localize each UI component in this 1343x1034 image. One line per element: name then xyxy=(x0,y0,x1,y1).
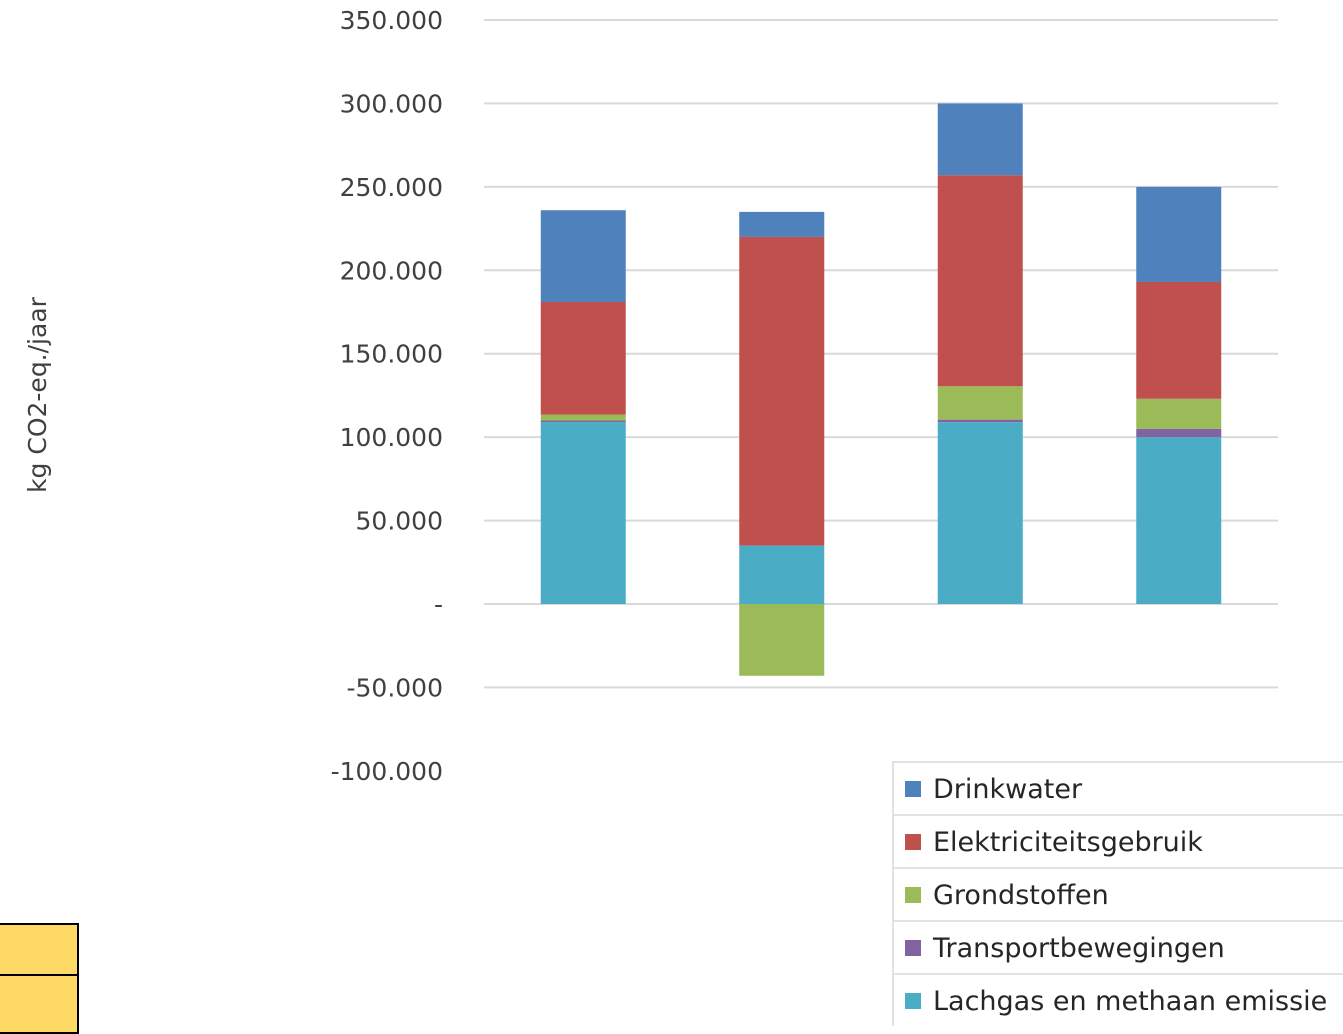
legend-label: Elektriciteitsgebruik xyxy=(933,827,1203,858)
y-tick-label: 350.000 xyxy=(340,6,443,35)
bar-segment xyxy=(739,545,825,604)
spreadsheet-cell[interactable] xyxy=(0,923,79,976)
bar-segment xyxy=(1136,281,1222,399)
legend-swatch xyxy=(905,940,921,956)
y-tick-label: 250.000 xyxy=(340,173,443,202)
bars xyxy=(540,103,1222,676)
bar-segment xyxy=(739,236,825,546)
bar-segment xyxy=(937,419,1023,423)
y-tick-label: - xyxy=(434,590,443,619)
bar-segment xyxy=(540,210,626,302)
legend-label: Drinkwater xyxy=(933,774,1083,805)
bar-segment xyxy=(1136,398,1222,429)
bar-segment xyxy=(540,420,626,423)
legend-swatch xyxy=(905,834,921,850)
bar-segment xyxy=(540,422,626,604)
legend: Drinkwater Elektriciteitsgebruik Grondstof… xyxy=(892,761,1343,1026)
y-tick-label: -50.000 xyxy=(347,673,444,702)
bar-segment xyxy=(1136,437,1222,604)
bar-segment xyxy=(937,422,1023,604)
bar-segment xyxy=(937,386,1023,420)
legend-swatch xyxy=(905,781,921,797)
spreadsheet-cell[interactable] xyxy=(0,974,79,1034)
bar-segment xyxy=(540,301,626,415)
y-tick-label: 50.000 xyxy=(356,507,443,536)
y-axis-title: kg CO2-eq./jaar xyxy=(23,296,52,493)
y-tick-label: 100.000 xyxy=(340,423,443,452)
bar-segment xyxy=(739,211,825,237)
legend-swatch xyxy=(905,993,921,1009)
bar-segment xyxy=(1136,428,1222,438)
legend-label: Grondstoffen xyxy=(933,880,1109,911)
legend-label: Lachgas en methaan emissie xyxy=(933,986,1327,1017)
legend-swatch xyxy=(905,887,921,903)
bar-segment xyxy=(937,103,1023,176)
y-tick-label: 150.000 xyxy=(340,340,443,369)
y-axis-ticks: -100.000-50.000-50.000100.000150.000200.… xyxy=(331,6,443,786)
bar-segment xyxy=(739,604,825,676)
y-tick-label: -100.000 xyxy=(331,757,443,786)
legend-box xyxy=(892,761,1343,1026)
legend-label: Transportbewegingen xyxy=(932,933,1225,964)
bar-segment xyxy=(1136,186,1222,282)
y-tick-label: 200.000 xyxy=(340,256,443,285)
bar-segment xyxy=(937,175,1023,387)
y-tick-label: 300.000 xyxy=(340,89,443,118)
bar-segment xyxy=(540,414,626,421)
